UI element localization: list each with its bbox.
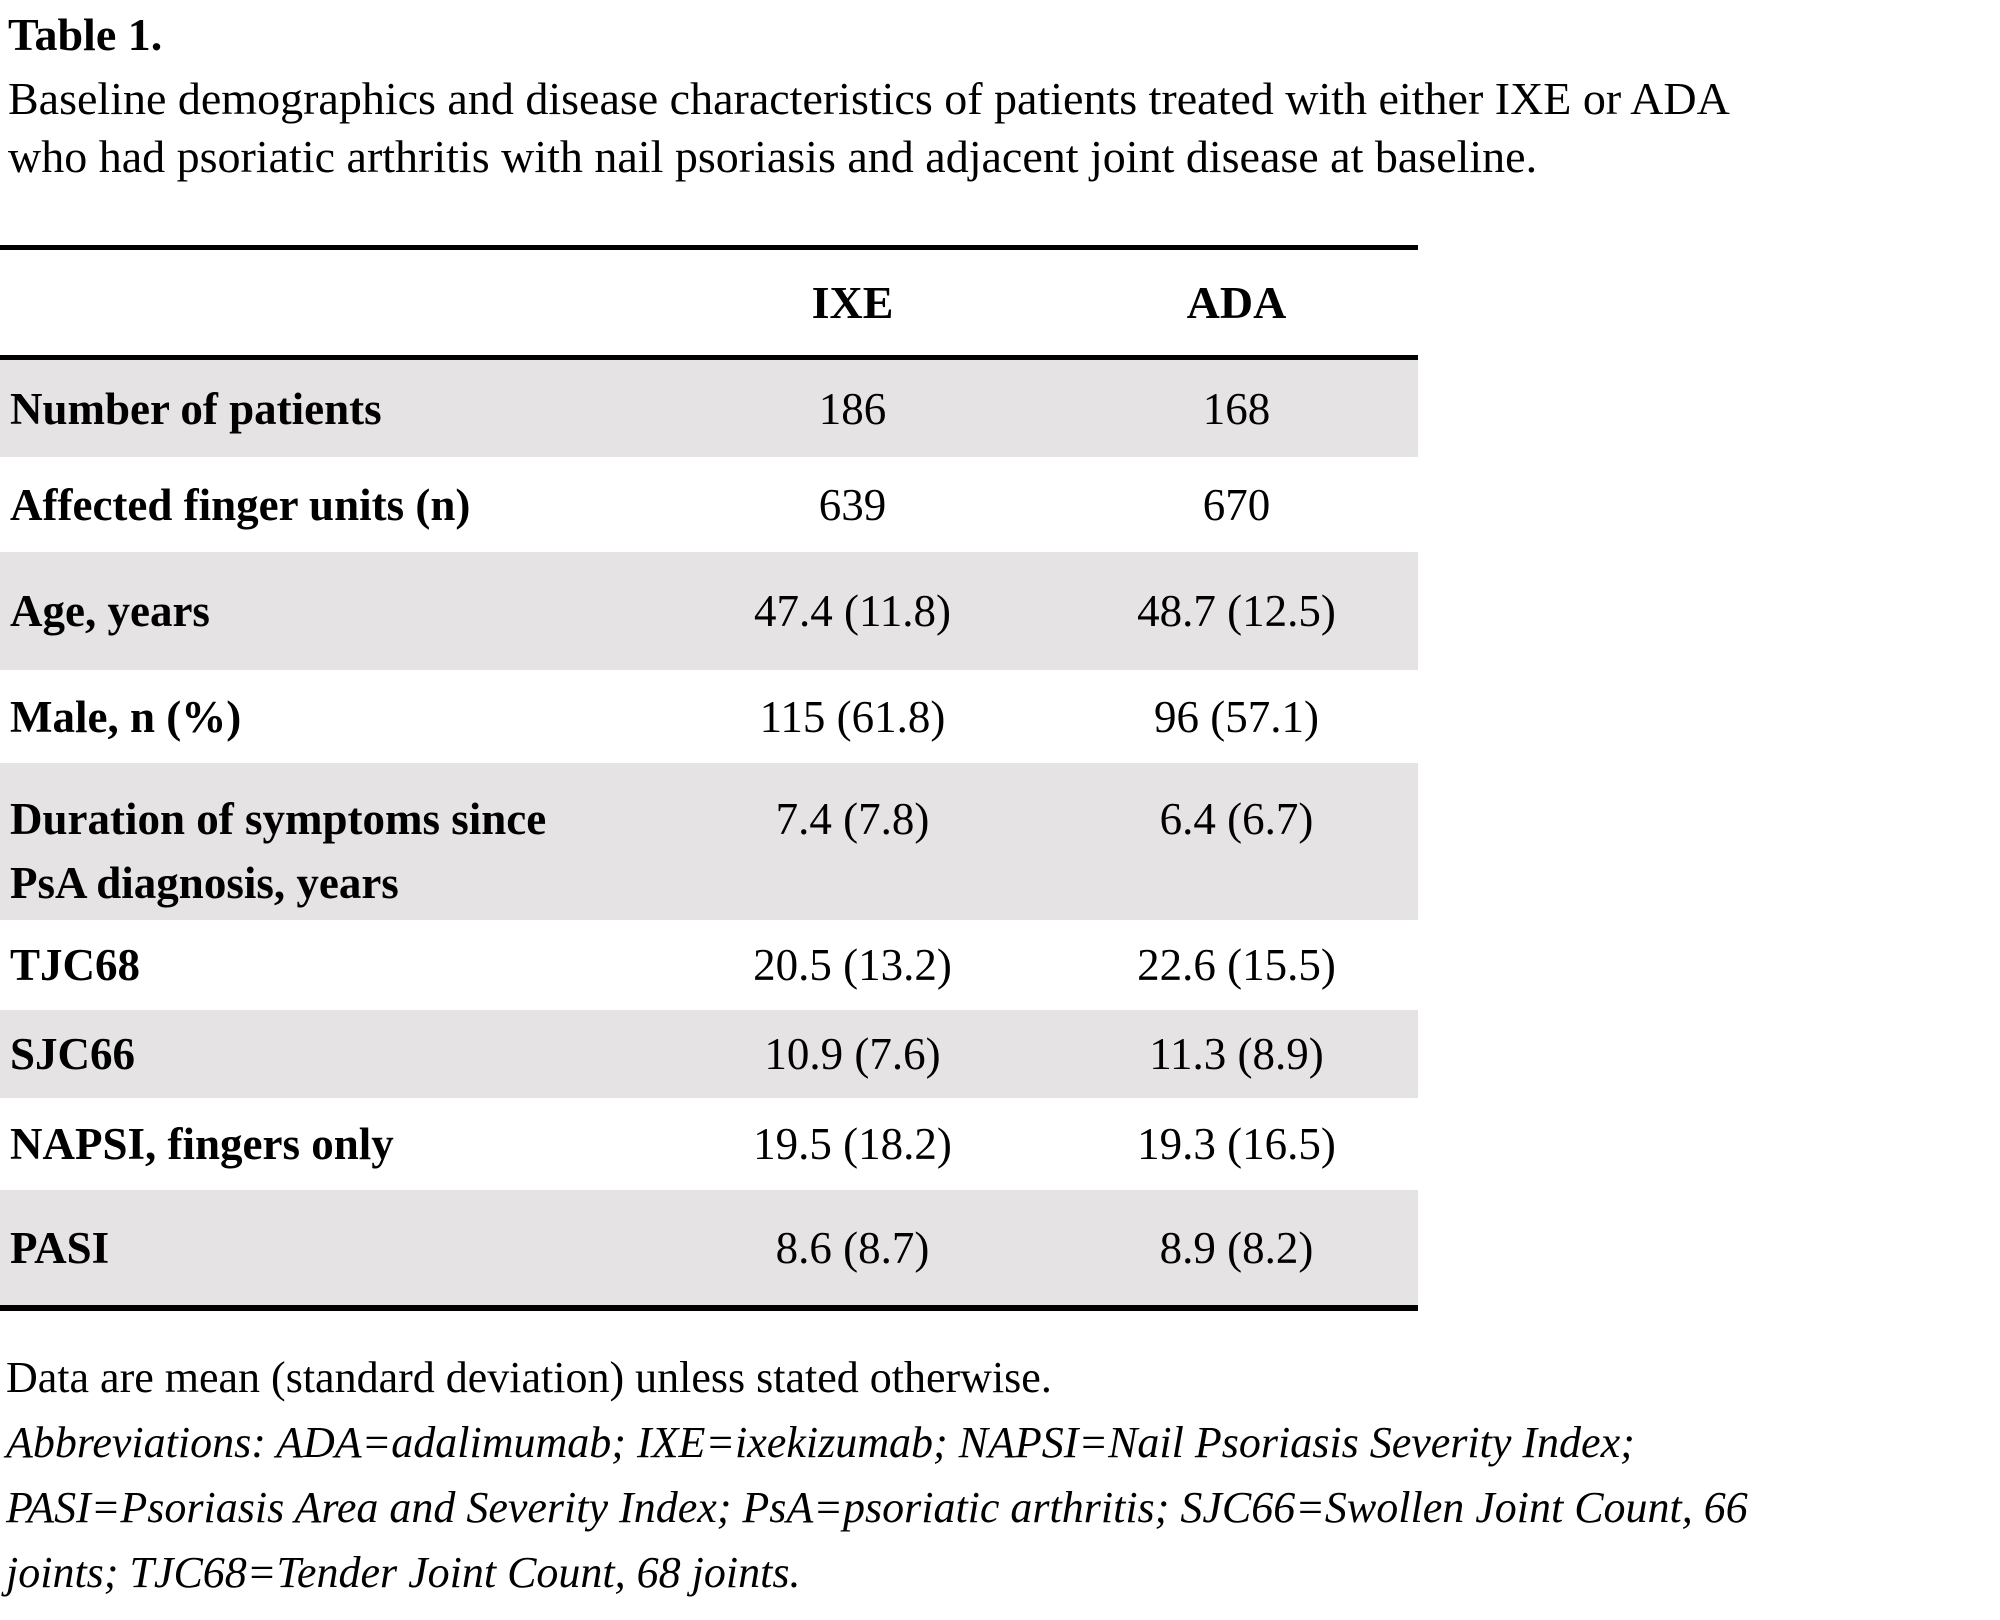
baseline-characteristics-table: IXE ADA Number of patients 186 168 Affec… (0, 245, 1418, 1311)
caption-line-1: Baseline demographics and disease charac… (8, 73, 1730, 124)
table-number-label: Table 1. (8, 9, 163, 60)
ixe-value: 7.4 (7.8) (775, 794, 930, 844)
ixe-value: 19.5 (18.2) (753, 1119, 952, 1169)
row-label: TJC68 (10, 940, 141, 990)
ixe-value: 47.4 (11.8) (753, 586, 952, 636)
row-label: Male, n (%) (10, 691, 242, 742)
caption-line-2: who had psoriatic arthritis with nail ps… (8, 131, 1538, 182)
abbreviation-line-3: joints; TJC68=Tender Joint Count, 68 joi… (6, 1548, 801, 1597)
header-row: IXE ADA (0, 250, 1418, 360)
footnote-data-note: Data are mean (standard deviation) unles… (6, 1353, 1052, 1402)
row-label: SJC66 (10, 1029, 136, 1079)
table-row-male: Male, n (%) 115 (61.8) 96 (57.1) (0, 670, 1418, 763)
table-row-napsi: NAPSI, fingers only 19.5 (18.2) 19.3 (16… (0, 1098, 1418, 1190)
ada-value: 8.9 (8.2) (1159, 1222, 1314, 1273)
table-row-tjc68: TJC68 20.5 (13.2) 22.6 (15.5) (0, 920, 1418, 1010)
table-row-sjc66: SJC66 10.9 (7.6) 11.3 (8.9) (0, 1010, 1418, 1098)
row-label: NAPSI, fingers only (10, 1119, 394, 1169)
ada-value: 11.3 (8.9) (1149, 1029, 1324, 1079)
ada-value: 19.3 (16.5) (1137, 1119, 1336, 1169)
ixe-value: 115 (61.8) (759, 691, 946, 742)
table-row-age: Age, years 47.4 (11.8) 48.7 (12.5) (0, 552, 1418, 670)
table-row-affected-finger-units: Affected finger units (n) 639 670 (0, 457, 1418, 552)
ixe-value: 639 (818, 479, 887, 530)
abbreviation-line-1: Abbreviations: ADA=adalimumab; IXE=ixeki… (6, 1418, 1635, 1467)
ada-value: 670 (1202, 479, 1271, 530)
table-row-pasi: PASI 8.6 (8.7) 8.9 (8.2) (0, 1190, 1418, 1305)
abbreviation-line-2: PASI=Psoriasis Area and Severity Index; … (6, 1483, 1748, 1532)
column-header-ixe: IXE (650, 250, 1055, 360)
ixe-value: 8.6 (8.7) (775, 1222, 930, 1273)
ada-value: 96 (57.1) (1154, 691, 1319, 742)
row-label: Age, years (10, 586, 210, 636)
row-label: PASI (10, 1222, 110, 1273)
column-header-ada: ADA (1055, 250, 1418, 360)
row-label: Duration of symptoms since PsA diagnosis… (10, 794, 547, 908)
row-label: Number of patients (10, 383, 382, 434)
row-label: Affected finger units (n) (10, 479, 471, 530)
ada-value: 168 (1202, 383, 1271, 434)
footnotes: Data are mean (standard deviation) unles… (6, 1345, 2000, 1605)
corner-cell (0, 250, 650, 360)
ixe-value: 186 (818, 383, 887, 434)
title-block: Table 1. Baseline demographics and disea… (0, 0, 2000, 186)
table-row-number-of-patients: Number of patients 186 168 (0, 360, 1418, 457)
table-row-duration-of-symptoms: Duration of symptoms since PsA diagnosis… (0, 763, 1418, 920)
ada-value: 48.7 (12.5) (1137, 586, 1336, 636)
ada-value: 6.4 (6.7) (1159, 794, 1314, 844)
ixe-value: 20.5 (13.2) (753, 940, 952, 990)
footnote-abbreviations: Abbreviations: ADA=adalimumab; IXE=ixeki… (6, 1410, 2000, 1605)
table-caption: Baseline demographics and disease charac… (8, 70, 2000, 186)
ada-value: 22.6 (15.5) (1137, 940, 1336, 990)
ixe-value: 10.9 (7.6) (764, 1029, 941, 1079)
